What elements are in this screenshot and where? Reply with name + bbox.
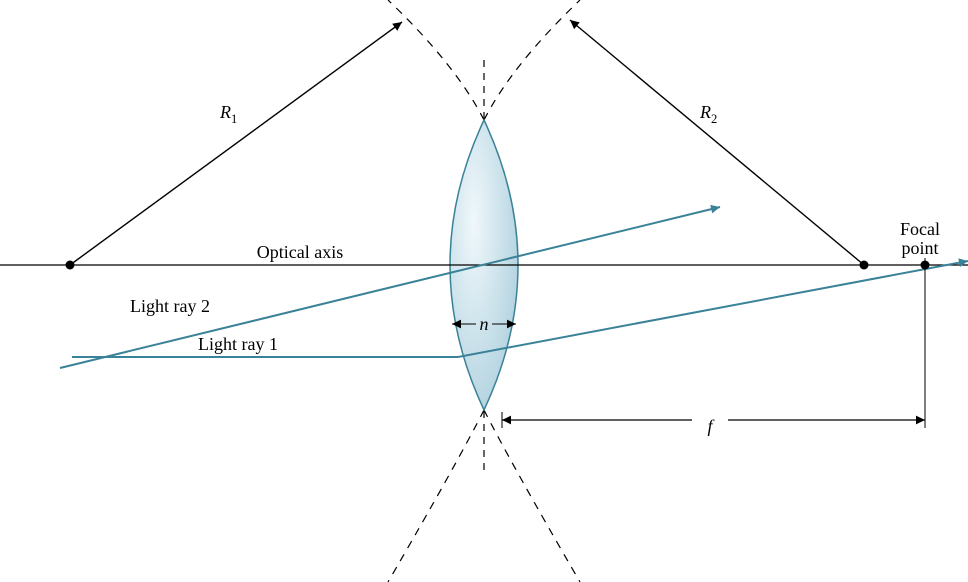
light-ray-1-refracted (458, 258, 968, 357)
f-dim-left (502, 416, 692, 425)
optical-axis-label: Optical axis (257, 242, 343, 262)
r2-label: R2 (699, 102, 717, 126)
surface-dash-left-top (388, 0, 484, 120)
radius-r2-arrow (570, 20, 864, 265)
f-label: f (707, 416, 715, 436)
f-dim-right (728, 416, 925, 425)
ray-2-label: Light ray 2 (130, 296, 210, 316)
lightray-1-label: Light ray 1 (198, 334, 278, 354)
center-of-curvature-dot-2 (860, 261, 869, 270)
surface-dash-right-bottom (484, 410, 580, 582)
focal-point-label: Focalpoint (900, 219, 940, 258)
light-ray-2 (60, 205, 720, 368)
center-of-curvature-dot-1 (66, 261, 75, 270)
surface-dash-left-bottom (388, 410, 484, 582)
r1-label: R1 (219, 102, 237, 126)
radius-r1-arrow (70, 22, 402, 265)
surface-dash-right-top (484, 0, 580, 120)
n-label: n (480, 314, 489, 334)
